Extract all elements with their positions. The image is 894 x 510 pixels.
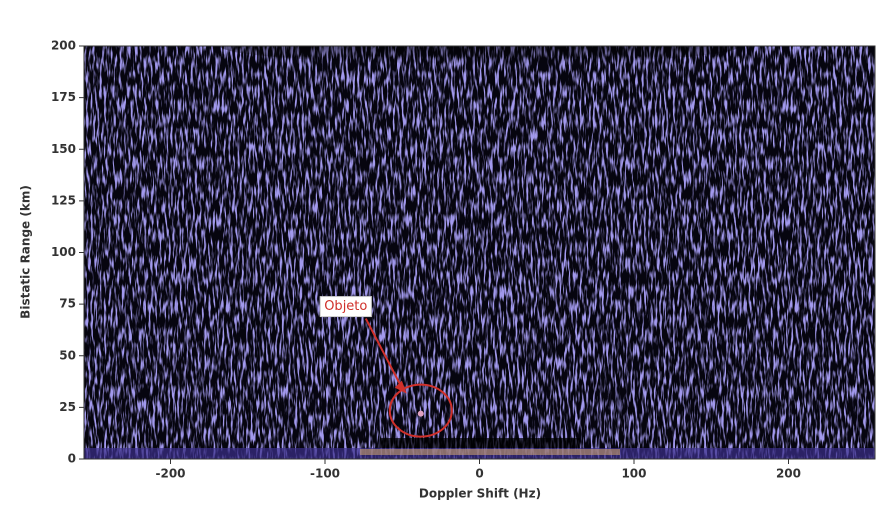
top-shadow xyxy=(220,46,740,64)
y-tick-label: 125 xyxy=(51,193,76,207)
x-tick-label: 100 xyxy=(621,467,646,481)
noise-texture xyxy=(84,46,875,459)
y-tick-label: 25 xyxy=(59,400,76,414)
arrow-head xyxy=(394,380,407,394)
y-tick-label: 175 xyxy=(51,90,76,104)
x-tick-label: -100 xyxy=(310,467,340,481)
x-axis-label: Doppler Shift (Hz) xyxy=(419,487,541,501)
x-tick-label: 200 xyxy=(776,467,801,481)
y-axis-label: Bistatic Range (km) xyxy=(19,185,33,319)
x-tick-label: 0 xyxy=(475,467,483,481)
annotation-arrow xyxy=(364,318,404,391)
y-tick-label: 0 xyxy=(68,452,76,466)
y-tick-label: 200 xyxy=(51,39,76,53)
heatmap xyxy=(84,46,875,459)
y-tick-label: 150 xyxy=(51,142,76,156)
x-tick-label: -200 xyxy=(156,467,186,481)
y-tick-label: 50 xyxy=(59,348,76,362)
target-circle xyxy=(388,383,453,438)
y-tick-label: 100 xyxy=(51,245,76,259)
annotation-box xyxy=(319,296,372,318)
clutter-bright xyxy=(360,449,620,455)
y-tick-label: 75 xyxy=(59,297,76,311)
target-point xyxy=(417,410,424,417)
annotation-label: Objeto xyxy=(324,299,367,314)
clutter-gap xyxy=(380,438,580,448)
